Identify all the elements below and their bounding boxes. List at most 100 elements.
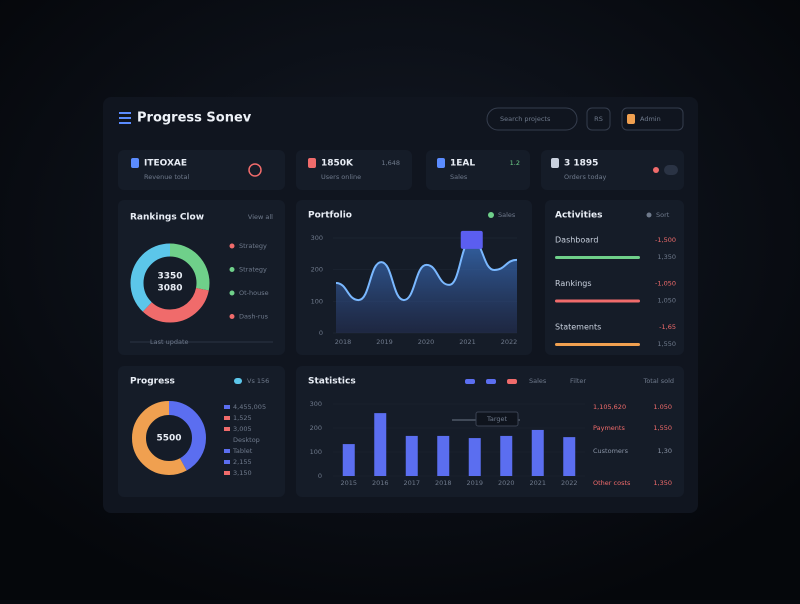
- kpi-sub: Revenue total: [144, 173, 189, 181]
- menu-icon: [119, 117, 131, 119]
- legend-label: Strategy: [239, 242, 267, 250]
- app-title: Progress Sonev: [137, 111, 252, 126]
- search-text[interactable]: Search projects: [500, 115, 551, 123]
- donut-segment: [130, 243, 210, 323]
- donut-center: 3080: [157, 284, 182, 294]
- x-tick-label: 2018: [435, 479, 452, 487]
- badge: [234, 378, 242, 384]
- kpi-icon: [551, 158, 559, 168]
- kpi-sub: Sales: [450, 173, 468, 181]
- donut-center: 5500: [156, 434, 181, 444]
- filter: Filter: [570, 377, 586, 385]
- bar: [342, 444, 355, 476]
- activity-label: Statements: [555, 323, 601, 332]
- avatar: [627, 114, 635, 124]
- card-title: Rankings Clow: [130, 213, 204, 223]
- legend-swatch: [486, 379, 496, 384]
- legend-swatch: [224, 416, 230, 420]
- bar: [500, 435, 513, 476]
- card-title: Statistics: [308, 377, 356, 387]
- donut-segment: [130, 243, 210, 323]
- y-tick-label: 100: [310, 448, 322, 456]
- activity-sub: 1,350: [657, 253, 676, 261]
- status-dot: [653, 167, 659, 173]
- user-name[interactable]: Admin: [640, 115, 661, 123]
- row-value: 1,30: [658, 447, 672, 455]
- legend-label: Dash-rus: [239, 313, 269, 321]
- legend-label: 1,525: [233, 414, 252, 422]
- legend-swatch: [224, 438, 230, 442]
- menu-icon: [119, 112, 131, 114]
- legend-swatch: [224, 405, 230, 409]
- header: Progress Sonev Search projects RS Admin: [119, 107, 684, 131]
- bar: [531, 429, 544, 476]
- y-tick-label: 200: [311, 266, 323, 274]
- kpi-label: 1EAL: [450, 159, 475, 169]
- badge-text: Vs 156: [247, 377, 269, 385]
- row-label: Other costs: [593, 479, 631, 487]
- menu-icon: [119, 122, 131, 124]
- tooltip: [460, 230, 483, 249]
- legend-swatch: [224, 427, 230, 431]
- row-value: 1,550: [653, 424, 672, 432]
- card-link: View all: [248, 213, 273, 221]
- button[interactable]: [586, 107, 611, 131]
- line: [335, 238, 518, 302]
- kpi-icon: [308, 158, 316, 168]
- activity-bar: [555, 256, 640, 259]
- sort-dot: [646, 212, 652, 218]
- x-tick-label: 2021: [529, 479, 546, 487]
- legend-dot: [488, 212, 494, 218]
- x-tick-label: 2018: [335, 338, 352, 346]
- legend-label: Sales: [529, 377, 547, 385]
- legend-label: Desktop: [233, 436, 260, 444]
- row-label: Payments: [593, 424, 625, 432]
- target-box: [475, 411, 519, 427]
- legend-swatch: [224, 460, 230, 464]
- activity-label: Rankings: [555, 279, 592, 288]
- kpi-icon: [437, 158, 445, 168]
- row-value: 1.050: [653, 403, 672, 411]
- row-label: 1,105,620: [593, 403, 626, 411]
- bar: [468, 438, 481, 476]
- line-area: [336, 239, 517, 333]
- legend-label: 3,005: [233, 425, 252, 433]
- activity-value: -1,050: [655, 280, 676, 288]
- bar: [405, 435, 418, 476]
- y-tick-label: 300: [310, 400, 322, 408]
- x-tick-label: 2022: [561, 479, 578, 487]
- x-tick-label: 2020: [418, 338, 435, 346]
- y-tick-label: 0: [318, 472, 322, 480]
- toggle: [664, 165, 678, 175]
- legend-label: Tablet: [232, 447, 253, 455]
- user-menu[interactable]: [621, 107, 684, 131]
- search-box[interactable]: [486, 107, 578, 131]
- y-tick-label: 200: [310, 424, 322, 432]
- legend-label: 2,155: [233, 458, 252, 466]
- activity-bar: [555, 299, 640, 303]
- kpi-label: ITEOXAE: [144, 159, 187, 169]
- x-tick-label: 2017: [403, 479, 420, 487]
- donut-center: 3350: [157, 272, 182, 282]
- legend-dot: [229, 243, 235, 249]
- y-tick-label: 100: [311, 297, 323, 305]
- bar: [563, 437, 576, 476]
- x-tick-label: 2015: [340, 479, 357, 487]
- button-text[interactable]: RS: [594, 115, 603, 123]
- x-tick-label: 2019: [466, 479, 483, 487]
- activity-bar: [555, 343, 640, 346]
- activity-sub: 1,550: [657, 340, 676, 348]
- bar-card: [296, 366, 684, 497]
- x-tick-label: 2022: [501, 338, 518, 346]
- sort-label: Sort: [656, 211, 670, 219]
- legend-label: Strategy: [239, 266, 267, 274]
- activity-value: -1,500: [655, 236, 676, 244]
- card-title: Activities: [555, 211, 603, 221]
- card-title: Portfolio: [308, 211, 352, 221]
- bar: [437, 435, 450, 476]
- row-label: Customers: [593, 447, 629, 455]
- legend-label: 3,150: [233, 469, 252, 477]
- legend-swatch: [224, 471, 230, 475]
